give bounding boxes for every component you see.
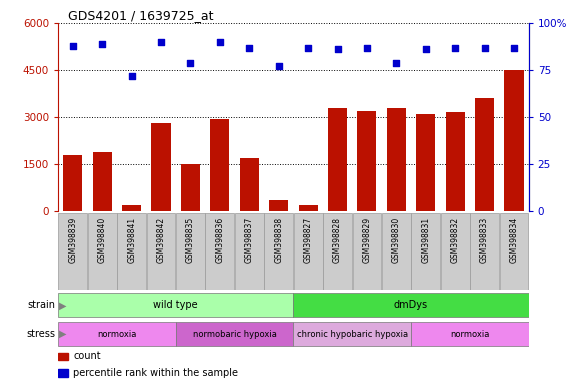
FancyBboxPatch shape	[500, 213, 528, 290]
Text: normobaric hypoxia: normobaric hypoxia	[193, 329, 277, 339]
FancyBboxPatch shape	[88, 213, 117, 290]
Bar	[152, 123, 171, 211]
Text: GSM398838: GSM398838	[274, 217, 283, 263]
Text: GSM398831: GSM398831	[421, 217, 431, 263]
FancyBboxPatch shape	[353, 213, 381, 290]
Bar	[181, 164, 200, 211]
FancyBboxPatch shape	[206, 213, 234, 290]
Text: GSM398836: GSM398836	[216, 217, 224, 263]
Point	[127, 73, 137, 79]
Point	[450, 45, 460, 51]
Bar	[387, 108, 406, 211]
FancyBboxPatch shape	[58, 293, 293, 317]
Text: GSM398835: GSM398835	[186, 217, 195, 263]
Text: chronic hypobaric hypoxia: chronic hypobaric hypoxia	[297, 329, 408, 339]
FancyBboxPatch shape	[294, 213, 322, 290]
Text: GSM398832: GSM398832	[451, 217, 460, 263]
FancyBboxPatch shape	[411, 322, 529, 346]
Bar	[357, 111, 376, 211]
Point	[510, 45, 519, 51]
Point	[68, 43, 77, 49]
Text: GSM398840: GSM398840	[98, 217, 107, 263]
Point	[274, 63, 284, 70]
Bar	[269, 200, 288, 211]
Point	[480, 45, 489, 51]
FancyBboxPatch shape	[176, 213, 205, 290]
Point	[303, 45, 313, 51]
FancyBboxPatch shape	[117, 213, 146, 290]
Point	[98, 41, 107, 47]
Bar	[328, 108, 347, 211]
Bar	[240, 158, 259, 211]
FancyBboxPatch shape	[323, 213, 352, 290]
Text: GSM398834: GSM398834	[510, 217, 518, 263]
Text: GSM398842: GSM398842	[156, 217, 166, 263]
Bar	[475, 98, 494, 211]
FancyBboxPatch shape	[411, 213, 440, 290]
FancyBboxPatch shape	[441, 213, 469, 290]
Bar	[63, 155, 83, 211]
Point	[215, 39, 224, 45]
Point	[363, 45, 372, 51]
Bar	[210, 119, 229, 211]
Text: GSM398830: GSM398830	[392, 217, 401, 263]
Text: normoxia: normoxia	[450, 329, 490, 339]
FancyBboxPatch shape	[175, 322, 293, 346]
Bar	[58, 353, 69, 360]
Text: GDS4201 / 1639725_at: GDS4201 / 1639725_at	[67, 9, 213, 22]
Text: GSM398827: GSM398827	[304, 217, 313, 263]
FancyBboxPatch shape	[382, 213, 411, 290]
Bar	[504, 70, 523, 211]
Point	[421, 46, 431, 53]
Text: GSM398833: GSM398833	[480, 217, 489, 263]
FancyBboxPatch shape	[146, 213, 175, 290]
Text: stress: stress	[26, 329, 55, 339]
FancyBboxPatch shape	[235, 213, 264, 290]
Text: GSM398839: GSM398839	[69, 217, 77, 263]
Bar	[416, 114, 435, 211]
Point	[156, 39, 166, 45]
Text: GSM398829: GSM398829	[363, 217, 371, 263]
Text: dmDys: dmDys	[394, 300, 428, 310]
Text: GSM398841: GSM398841	[127, 217, 136, 263]
Bar	[299, 205, 318, 211]
Text: GSM398837: GSM398837	[245, 217, 254, 263]
FancyBboxPatch shape	[293, 293, 529, 317]
Bar	[92, 152, 112, 211]
Point	[186, 60, 195, 66]
Text: count: count	[73, 351, 101, 361]
FancyBboxPatch shape	[59, 213, 87, 290]
FancyBboxPatch shape	[264, 213, 293, 290]
Point	[245, 45, 254, 51]
Text: ▶: ▶	[59, 329, 67, 339]
Text: percentile rank within the sample: percentile rank within the sample	[73, 368, 238, 378]
Point	[392, 60, 401, 66]
Bar	[58, 369, 69, 377]
Text: ▶: ▶	[59, 300, 67, 310]
Text: normoxia: normoxia	[97, 329, 137, 339]
Text: GSM398828: GSM398828	[333, 217, 342, 263]
Text: strain: strain	[27, 300, 55, 310]
Bar	[446, 113, 465, 211]
FancyBboxPatch shape	[470, 213, 499, 290]
Bar	[122, 205, 141, 211]
Text: wild type: wild type	[153, 300, 198, 310]
FancyBboxPatch shape	[293, 322, 411, 346]
FancyBboxPatch shape	[58, 322, 175, 346]
Point	[333, 46, 342, 53]
